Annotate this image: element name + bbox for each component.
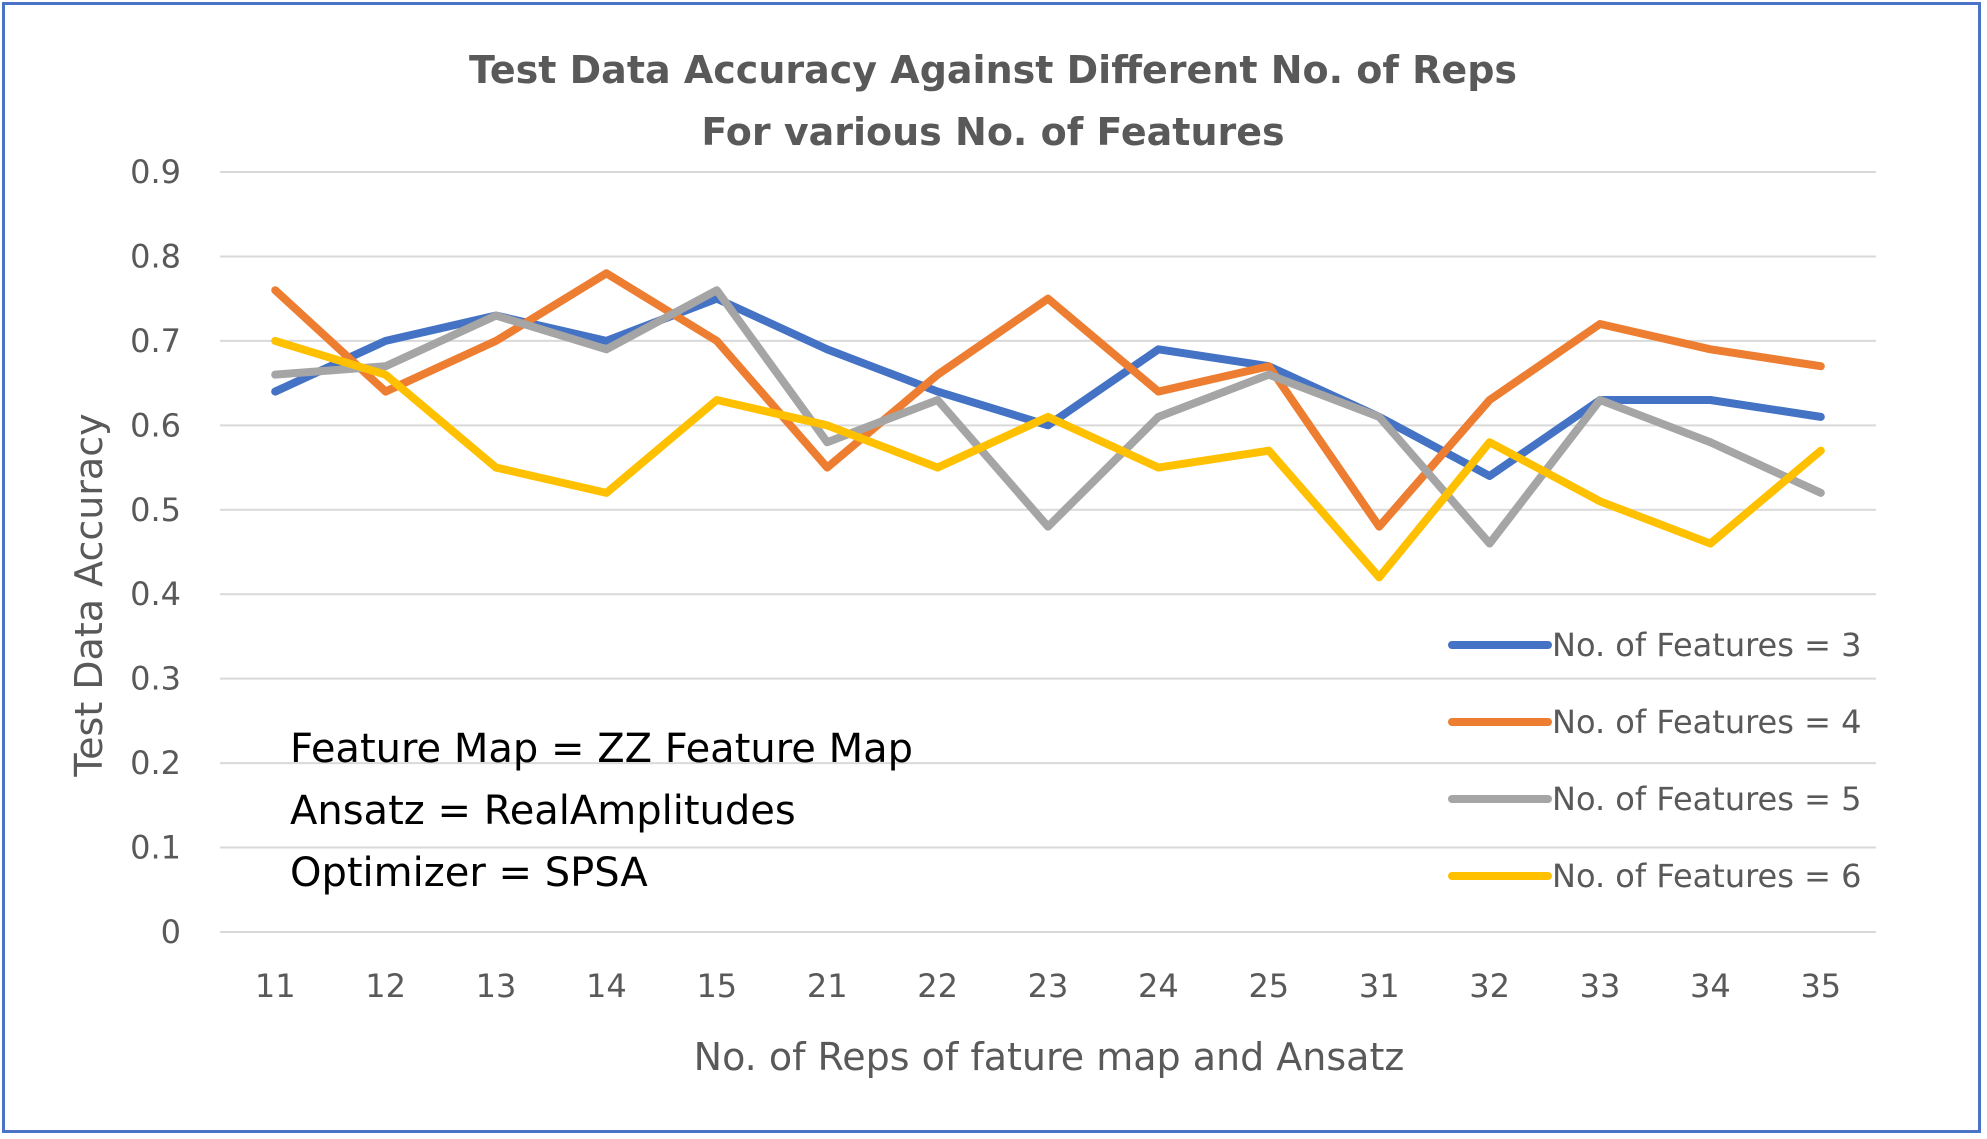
series-line-3 xyxy=(271,286,1825,548)
x-tick-label: 12 xyxy=(365,967,406,1005)
x-tick-label: 34 xyxy=(1690,967,1731,1005)
x-axis-label: No. of Reps of fature map and Ansatz xyxy=(694,1035,1405,1079)
x-tick-label: 22 xyxy=(917,967,958,1005)
x-tick-label: 21 xyxy=(807,967,848,1005)
y-tick-label: 0.4 xyxy=(130,575,181,613)
y-tick-label: 0.2 xyxy=(130,744,181,782)
chart-subtitle: For various No. of Features xyxy=(701,110,1284,154)
y-tick-label: 0.9 xyxy=(130,153,181,191)
x-tick-label: 14 xyxy=(586,967,627,1005)
x-tick-label: 13 xyxy=(476,967,517,1005)
series-line-2 xyxy=(271,269,1825,531)
x-tick-label: 35 xyxy=(1800,967,1841,1005)
x-tick-label: 11 xyxy=(255,967,296,1005)
y-tick-label: 0 xyxy=(161,913,181,951)
y-tick-label: 0.8 xyxy=(130,237,181,275)
series-line-1 xyxy=(271,294,1825,480)
chart-title: Test Data Accuracy Against Different No.… xyxy=(469,48,1517,92)
y-tick-label: 0.3 xyxy=(130,660,181,698)
annotation-optimizer: Optimizer = SPSA xyxy=(290,850,648,896)
gridlines xyxy=(220,171,1876,933)
legend: No. of Features = 3 No. of Features = 4 No… xyxy=(1448,626,1861,895)
series-line-4 xyxy=(271,336,1825,582)
legend-label: No. of Features = 6 xyxy=(1552,857,1861,895)
annotation-feature-map: Feature Map = ZZ Feature Map xyxy=(290,726,913,772)
legend-label: No. of Features = 4 xyxy=(1552,703,1861,741)
x-tick-label: 15 xyxy=(696,967,737,1005)
x-tick-label: 31 xyxy=(1359,967,1400,1005)
x-tick-label: 25 xyxy=(1248,967,1289,1005)
annotation-box: Feature Map = ZZ Feature Map Ansatz = Re… xyxy=(290,726,913,896)
y-tick-label: 0.5 xyxy=(130,491,181,529)
series-lines xyxy=(271,269,1825,582)
x-tick-label: 24 xyxy=(1138,967,1179,1005)
x-tick-label: 32 xyxy=(1469,967,1510,1005)
x-axis-ticks: 11 12 13 14 15 21 22 23 24 25 31 32 33 34 35 xyxy=(255,967,1841,1005)
legend-label: No. of Features = 5 xyxy=(1552,780,1861,818)
x-tick-label: 23 xyxy=(1028,967,1069,1005)
x-tick-label: 33 xyxy=(1580,967,1621,1005)
annotation-ansatz: Ansatz = RealAmplitudes xyxy=(290,788,796,834)
y-axis-label: Test Data Accuracy xyxy=(67,413,111,777)
y-tick-label: 0.1 xyxy=(130,829,181,867)
y-axis-ticks: 0 0.1 0.2 0.3 0.4 0.5 0.6 0.7 0.8 0.9 xyxy=(130,153,181,951)
y-tick-label: 0.7 xyxy=(130,322,181,360)
y-tick-label: 0.6 xyxy=(130,406,181,444)
legend-label: No. of Features = 3 xyxy=(1552,626,1861,664)
